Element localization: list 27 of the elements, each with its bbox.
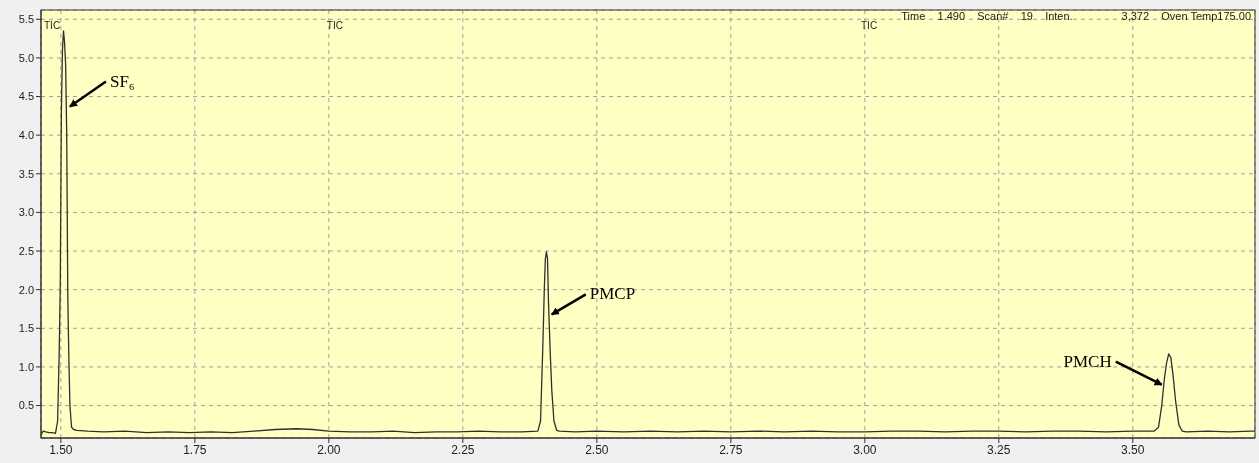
- y-tick-label: 2.5: [18, 244, 34, 257]
- annotation: PMCP: [589, 284, 636, 304]
- annotation: PMCH: [1063, 351, 1112, 371]
- x-tick-label: 2.25: [451, 442, 475, 457]
- x-tick-label: 1.75: [183, 442, 207, 457]
- y-tick-label: 1.5: [18, 322, 34, 335]
- y-tick-label: 4.5: [18, 90, 34, 103]
- x-tick-label: 3.25: [987, 442, 1011, 457]
- annotation: TIC: [326, 20, 343, 31]
- x-tick-label: 2.75: [719, 442, 743, 457]
- x-tick-label: 2.50: [585, 442, 609, 457]
- y-tick-label: 3.5: [18, 167, 34, 180]
- x-tick-label: 3.50: [1121, 442, 1145, 457]
- annotation: Time 1.490 Scan# 19 Inten. 3,372 Oven Temp175.00: [901, 10, 1251, 22]
- y-tick-label: 1.0: [18, 360, 34, 373]
- y-tick-label: 5.0: [18, 51, 34, 64]
- y-tick-label: 3.0: [18, 206, 34, 219]
- annotation: TIC: [861, 20, 878, 31]
- y-tick-label: 5.5: [18, 13, 34, 26]
- x-tick-label: 2.00: [317, 442, 341, 457]
- annotation: TIC: [44, 20, 61, 31]
- y-tick-label: 4.0: [18, 129, 34, 142]
- x-tick-label: 3.00: [853, 442, 877, 457]
- y-tick-label: 2.0: [18, 283, 34, 296]
- annotation: SF₆: [109, 71, 135, 91]
- x-tick-label: 1.50: [49, 442, 73, 457]
- y-tick-label: 0.5: [18, 399, 34, 412]
